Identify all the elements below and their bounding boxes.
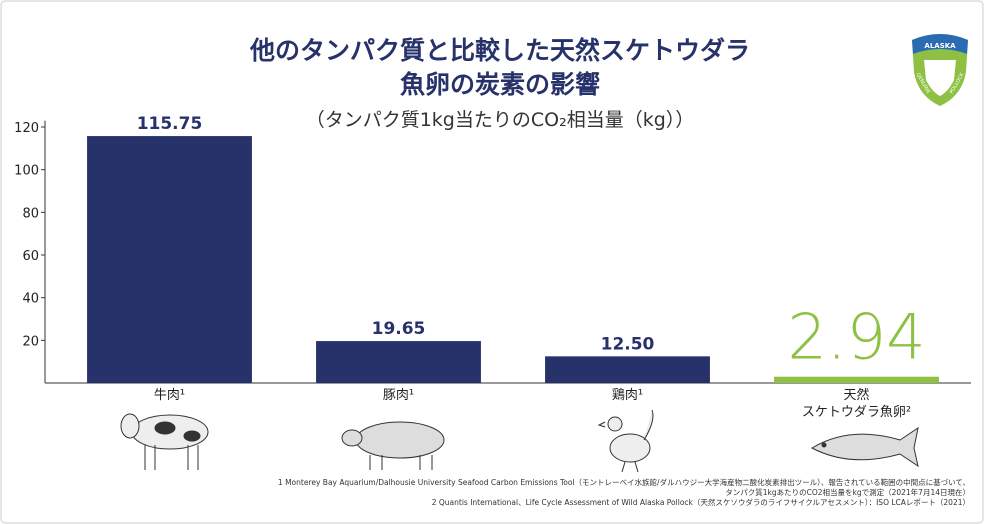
bar [87,136,252,383]
page: ALASKA GENUINE POLLOCK 20 40 60 80 100 120 115… [0,0,984,524]
y-tick-label: 120 [14,121,39,136]
x-tick-label: 天然 スケトウダラ魚卵² [757,387,957,421]
value-label: 12.50 [601,334,655,354]
logo-text: ALASKA [924,42,956,50]
y-tick-label: 100 [14,164,39,179]
bar [316,341,481,383]
y-tick-label: 80 [22,206,39,221]
x-tick-label: 鶏肉¹ [528,387,728,404]
x-tick-label: 牛肉¹ [70,387,270,404]
footnote: 2 Quantis International、Life Cycle Asses… [110,498,970,508]
value-label: 19.65 [372,319,426,339]
bar [774,377,939,383]
chicken-icon [599,410,653,472]
pig-icon [342,422,444,470]
footnote: 1 Monterey Bay Aquarium/Dalhousie Univer… [110,478,970,498]
logo: ALASKA GENUINE POLLOCK [912,34,968,106]
footnotes: 1 Monterey Bay Aquarium/Dalhousie Univer… [110,478,970,508]
bar [545,356,710,383]
y-tick-label: 60 [22,249,39,264]
chart-subtitle: （タンパク質1kg当たりのCO₂相当量（kg）） [230,105,770,132]
value-label: 2.94 [787,301,925,374]
x-tick-label: 豚肉¹ [299,387,499,404]
fish-icon [812,428,918,466]
y-tick-label: 40 [22,292,39,307]
value-label: 115.75 [137,114,203,134]
chart-title: 他のタンパク質と比較した天然スケトウダラ 魚卵の炭素の影響 [200,34,800,102]
y-tick-label: 20 [22,334,39,349]
cow-icon [121,414,208,470]
